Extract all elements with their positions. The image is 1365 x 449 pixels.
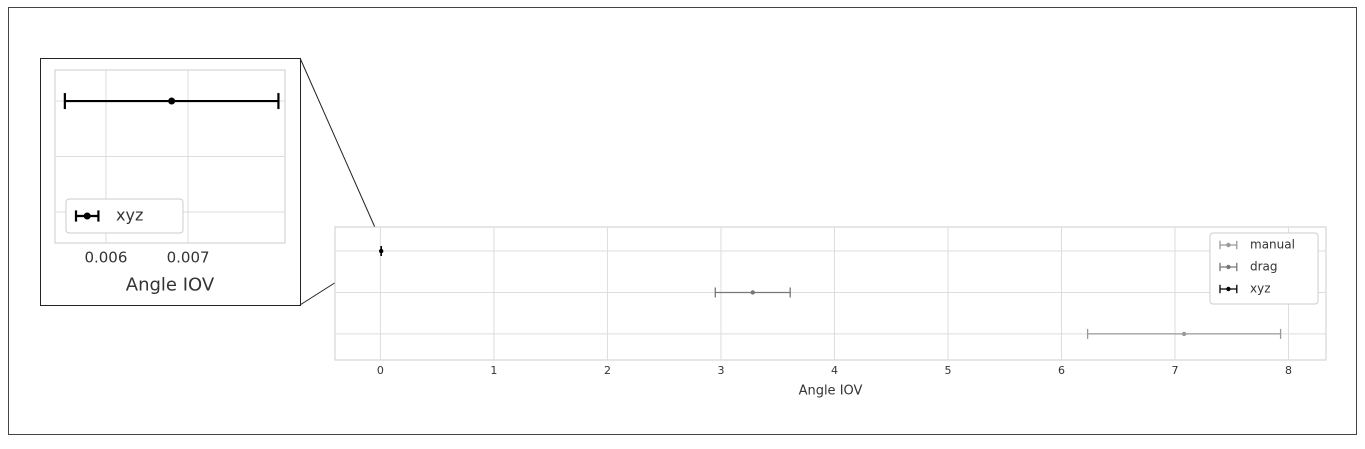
data-point	[168, 97, 176, 105]
x-axis-label: Angle IOV	[126, 275, 215, 296]
legend-icon	[1226, 264, 1231, 270]
legend-label: xyz	[1250, 282, 1271, 296]
x-tick-label: 8	[1285, 364, 1292, 377]
zoom-connector	[299, 57, 378, 233]
x-tick-label: 0.006	[84, 249, 127, 267]
x-tick-label: 6	[1058, 364, 1065, 377]
x-tick-label: 4	[831, 364, 838, 377]
legend-label: manual	[1250, 238, 1295, 252]
plot-area	[334, 226, 1327, 361]
x-tick-label: 2	[604, 364, 611, 377]
legend-label: drag	[1250, 260, 1278, 274]
legend-box	[65, 198, 184, 234]
data-point	[750, 290, 755, 295]
data-point	[1181, 331, 1187, 337]
legend-icon	[83, 212, 91, 220]
x-tick-label: 5	[944, 364, 951, 377]
x-tick-label: 7	[1172, 364, 1179, 377]
x-tick-label: 1	[490, 364, 497, 377]
data-point	[378, 248, 384, 254]
x-tick-label: 0.007	[167, 249, 210, 267]
x-tick-label: 3	[717, 364, 724, 377]
legend-icon	[1226, 242, 1231, 248]
x-axis-label: Angle IOV	[799, 384, 863, 399]
legend-icon	[1226, 286, 1231, 292]
legend-label: xyz	[116, 206, 143, 225]
x-tick-label: 0	[377, 364, 384, 377]
